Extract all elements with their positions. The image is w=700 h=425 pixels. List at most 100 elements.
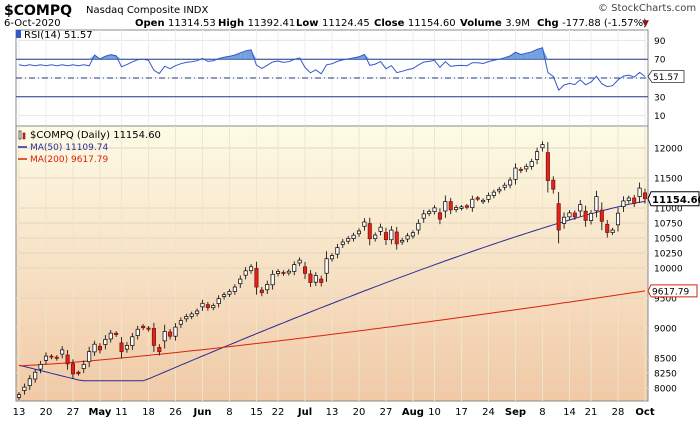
- candle-body: [384, 233, 387, 240]
- price-tick-label: 10000: [654, 265, 683, 275]
- quote-value: 3.9M: [505, 18, 530, 29]
- quote-label: High: [218, 18, 248, 29]
- candle-body: [228, 292, 231, 295]
- candle-body: [606, 224, 609, 232]
- candle-body: [206, 305, 209, 308]
- candle-body: [314, 276, 317, 283]
- candle-body: [341, 242, 344, 244]
- candle-body: [454, 207, 457, 209]
- rsi-panel: 9070503010 RSI(14) 51.57 51.57: [16, 30, 684, 126]
- candle-body: [465, 206, 468, 208]
- x-tick-label: 13: [13, 407, 26, 418]
- quote-high: High 11392.41: [218, 18, 295, 29]
- candle-body: [217, 299, 220, 304]
- candle-body: [390, 230, 393, 240]
- candle-body: [77, 372, 80, 374]
- candle-body: [535, 152, 538, 160]
- rsi-tick-label: 90: [654, 37, 666, 47]
- candle-body: [438, 213, 441, 219]
- x-tick-label: 18: [142, 407, 155, 418]
- candle-body: [481, 200, 484, 202]
- candle-body: [541, 145, 544, 148]
- quote-close: Close 11154.60: [374, 18, 456, 29]
- candle-body: [120, 343, 123, 352]
- candle-body: [136, 329, 139, 335]
- candle-body: [201, 303, 204, 307]
- last-price-tag-text: 11154.60: [652, 195, 700, 206]
- candle-body: [552, 180, 555, 189]
- change-down-icon: ▼: [642, 19, 649, 29]
- candle-body: [633, 198, 636, 204]
- candle-body: [320, 279, 323, 283]
- candle-body: [293, 265, 296, 272]
- price-tick-label: 8000: [654, 385, 677, 395]
- candle-body: [589, 213, 592, 220]
- x-tick-label: 22: [272, 407, 285, 418]
- rsi-tick-label: 30: [654, 93, 666, 103]
- candle-body: [449, 202, 452, 210]
- candle-body: [471, 199, 474, 207]
- candle-body: [400, 240, 403, 242]
- candle-body: [152, 328, 155, 345]
- x-tick-label: 8: [226, 407, 232, 418]
- candle-body: [303, 267, 306, 274]
- candle-body: [503, 185, 506, 187]
- quote-label: Close: [374, 18, 408, 29]
- x-tick-label: 10: [428, 407, 441, 418]
- candle-body: [179, 321, 182, 325]
- candle-body: [195, 311, 198, 314]
- legend-label: MA(50) 11109.74: [30, 143, 108, 153]
- price-tick-label: 9000: [654, 325, 677, 335]
- x-tick-label: 24: [482, 407, 495, 418]
- quote-value: -177.88 (-1.57%): [562, 18, 647, 29]
- x-tick-label: Jun: [192, 407, 211, 418]
- candle-body: [627, 198, 630, 201]
- candle-body: [104, 339, 107, 344]
- candle-body: [212, 306, 215, 308]
- candle-body: [546, 153, 549, 181]
- candle-body: [357, 231, 360, 234]
- candle-body: [34, 372, 37, 379]
- quote-label: Low: [296, 18, 322, 29]
- legend-bars-icon: [23, 133, 25, 139]
- candle-body: [611, 230, 614, 233]
- candle-body: [336, 248, 339, 255]
- candle-body: [266, 284, 269, 289]
- candle-body: [498, 189, 501, 191]
- candle-body: [347, 238, 350, 241]
- candle-body: [233, 287, 236, 292]
- x-tick-label: 17: [455, 407, 468, 418]
- candle-body: [271, 274, 274, 285]
- candle-body: [557, 204, 560, 230]
- candle-body: [55, 357, 58, 358]
- quote-open: Open 11314.53: [135, 18, 216, 29]
- candle-body: [185, 316, 188, 318]
- x-tick-label: 13: [326, 407, 339, 418]
- x-tick-label: 8: [539, 407, 545, 418]
- candle-body: [131, 337, 134, 346]
- quote-low: Low 11124.45: [296, 18, 370, 29]
- candle-body: [282, 272, 285, 273]
- x-tick-label: Jul: [297, 407, 312, 418]
- candle-body: [147, 328, 150, 329]
- quote-chg: Chg -177.88 (-1.57%): [537, 18, 647, 29]
- candle-body: [568, 213, 571, 217]
- rsi-overbought-fill: [246, 50, 251, 59]
- candle-body: [50, 356, 53, 357]
- candle-body: [595, 197, 598, 211]
- quote-label: Chg: [537, 18, 562, 29]
- quote-value: 11392.41: [248, 18, 296, 29]
- candle-body: [66, 355, 69, 364]
- candle-body: [23, 387, 26, 390]
- x-tick-label: Sep: [505, 407, 526, 418]
- candle-body: [476, 198, 479, 200]
- candle-body: [508, 180, 511, 185]
- quote-value: 11314.53: [168, 18, 216, 29]
- chart-date: 6-Oct-2020: [4, 18, 61, 29]
- x-tick-label: 27: [67, 407, 80, 418]
- candle-body: [325, 259, 328, 274]
- rsi-legend-swatch: [16, 30, 21, 38]
- x-tick-label: 27: [380, 407, 393, 418]
- candle-body: [422, 214, 425, 218]
